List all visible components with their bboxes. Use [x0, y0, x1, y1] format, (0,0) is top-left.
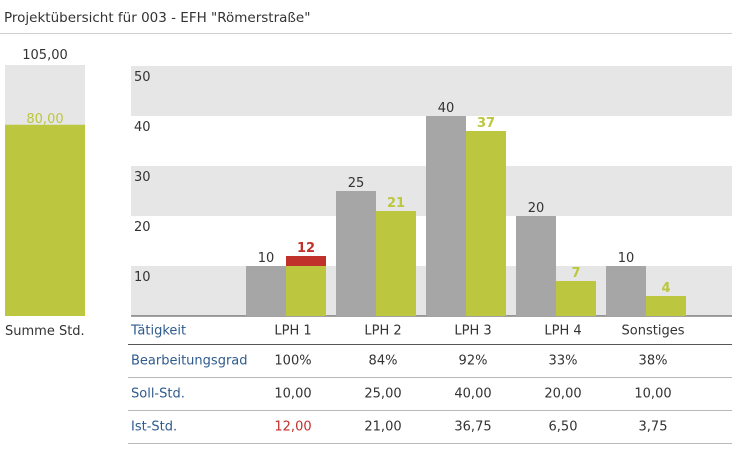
table-cell: 38% [638, 353, 668, 369]
summary-chart: 105,00 80,00 [5, 48, 85, 316]
table-cell: 36,75 [454, 419, 492, 435]
ist-bar [466, 131, 506, 316]
summary-value-bar [5, 124, 85, 316]
title-divider [0, 33, 732, 34]
table-cell: 84% [368, 353, 398, 369]
y-tick-label: 10 [134, 270, 151, 285]
bar-chart: 10 20 30 40 50 10 12 25 21 40 37 20 7 10 4 [131, 66, 732, 317]
column-header: Sonstiges [621, 323, 685, 339]
grid-band [131, 66, 732, 116]
table-row-ist: Ist-Std. 12,00 21,00 36,75 6,50 3,75 [128, 411, 732, 444]
ist-value-label: 7 [571, 266, 580, 281]
table-cell: 10,00 [274, 386, 312, 402]
y-tick-label: 30 [134, 170, 151, 185]
table-cell: 12,00 [274, 419, 312, 435]
table-cell: 20,00 [544, 386, 582, 402]
table-cell: 100% [274, 353, 312, 369]
soll-value-label: 25 [348, 176, 365, 191]
table-row-soll: Soll-Std. 10,00 25,00 40,00 20,00 10,00 [128, 378, 732, 411]
summary-value-label: 80,00 [26, 112, 63, 127]
row-label: Ist-Std. [131, 419, 178, 435]
ist-value-label: 37 [477, 116, 495, 131]
table-cell: 21,00 [364, 419, 402, 435]
table-cell: 92% [458, 353, 488, 369]
table-header-label: Tätigkeit [131, 323, 187, 339]
table-cell: 25,00 [364, 386, 402, 402]
table-row-bearbeitungsgrad: Bearbeitungsgrad 100% 84% 92% 33% 38% [128, 345, 732, 378]
column-header: LPH 2 [364, 323, 402, 339]
column-header: LPH 4 [544, 323, 582, 339]
y-tick-label: 20 [134, 220, 151, 235]
data-table: Tätigkeit LPH 1 LPH 2 LPH 3 LPH 4 Sonsti… [128, 318, 732, 444]
table-cell: 10,00 [634, 386, 672, 402]
ist-value-label: 12 [297, 241, 315, 256]
soll-bar [246, 266, 286, 316]
ist-bar [646, 296, 686, 316]
soll-bar [606, 266, 646, 316]
soll-bar [516, 216, 556, 316]
soll-value-label: 10 [258, 251, 275, 266]
ist-bar [376, 211, 416, 316]
soll-value-label: 40 [438, 101, 455, 116]
y-tick-label: 40 [134, 120, 151, 135]
table-cell: 40,00 [454, 386, 492, 402]
summary-label: Summe Std. [5, 324, 85, 339]
soll-bar [426, 116, 466, 316]
ist-value-label: 21 [387, 196, 405, 211]
ist-overrun-bar [286, 256, 326, 266]
table-cell: 6,50 [548, 419, 578, 435]
y-tick-label: 50 [134, 70, 151, 85]
ist-bar [556, 281, 596, 316]
table-cell: 33% [548, 353, 578, 369]
soll-value-label: 10 [618, 251, 635, 266]
ist-bar [286, 266, 326, 316]
row-label: Soll-Std. [131, 386, 185, 402]
page-title: Projektübersicht für 003 - EFH "Römerstr… [4, 10, 311, 26]
table-header-row: Tätigkeit LPH 1 LPH 2 LPH 3 LPH 4 Sonsti… [128, 318, 732, 345]
table-cell: 3,75 [638, 419, 668, 435]
row-label: Bearbeitungsgrad [131, 353, 248, 369]
column-header: LPH 1 [274, 323, 312, 339]
soll-value-label: 20 [528, 201, 545, 216]
column-header: LPH 3 [454, 323, 492, 339]
summary-total-label: 105,00 [22, 48, 68, 63]
ist-value-label: 4 [661, 281, 670, 296]
soll-bar [336, 191, 376, 316]
